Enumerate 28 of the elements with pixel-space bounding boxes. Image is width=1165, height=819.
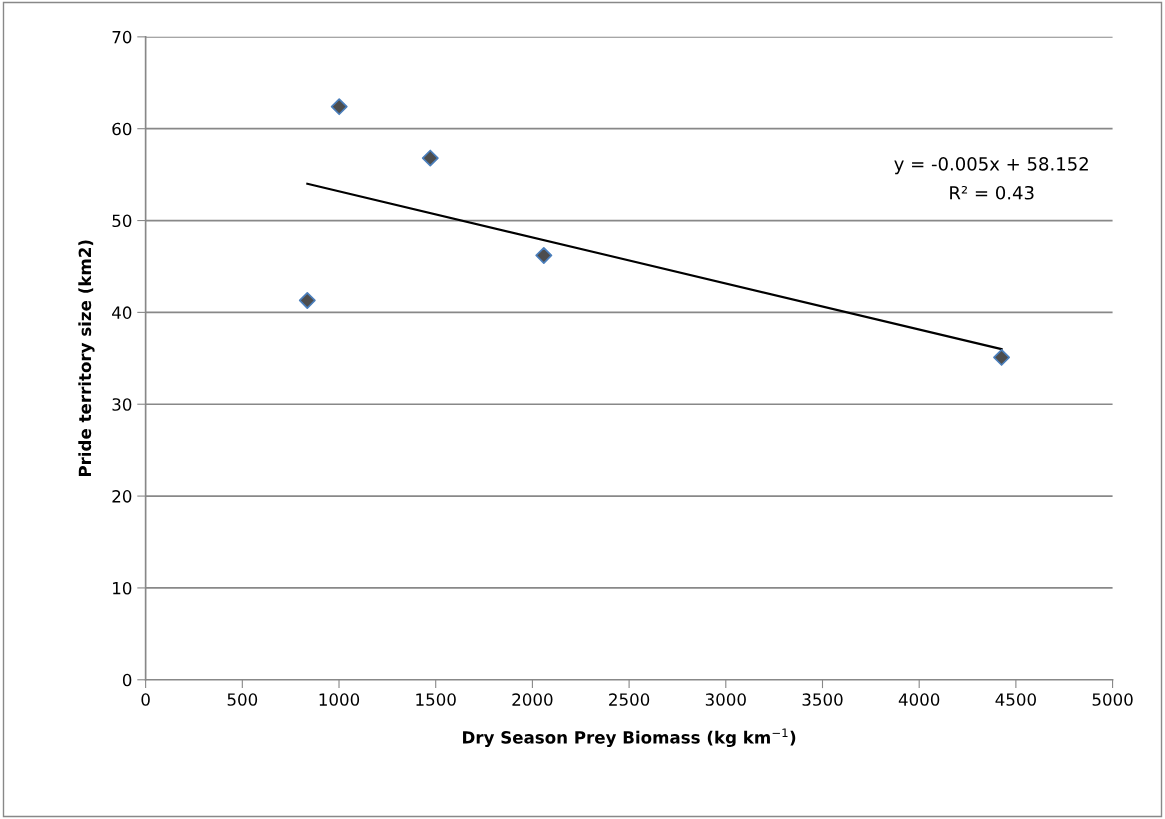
y-tick-label: 50 bbox=[112, 214, 132, 228]
x-tick-label: 0 bbox=[141, 693, 150, 706]
x-tick-label: 3500 bbox=[802, 693, 843, 706]
point bbox=[298, 292, 316, 309]
x-tick-label: 1000 bbox=[319, 693, 360, 706]
y-tick-label: 60 bbox=[112, 122, 132, 136]
x-tick-label: 5000 bbox=[1092, 693, 1133, 706]
x-tick-label: 3000 bbox=[705, 693, 746, 706]
x-tick-label: 2500 bbox=[609, 693, 650, 706]
point bbox=[993, 348, 1011, 366]
x-tick-label: 4000 bbox=[898, 693, 940, 706]
point bbox=[535, 247, 553, 264]
y-tick-label: 70 bbox=[112, 30, 132, 44]
y-tick-label: 40 bbox=[112, 306, 132, 319]
y-tick-label: 30 bbox=[112, 398, 132, 411]
annotation: y = -0.005x + 58.152 bbox=[894, 157, 1088, 175]
point bbox=[330, 98, 348, 116]
point bbox=[421, 149, 439, 167]
x-tick-label: 4500 bbox=[995, 693, 1036, 706]
annotation: R² = 0.43 bbox=[950, 185, 1034, 200]
x-axis-title: Dry Season Prey Biomass (kg km$^{−1}$) bbox=[463, 728, 796, 748]
y-tick-label: 0 bbox=[122, 673, 132, 687]
y-axis-title: Pride territory size (km2) bbox=[78, 240, 95, 477]
x-tick-label: 2000 bbox=[512, 693, 553, 706]
y-tick-label: 10 bbox=[113, 581, 132, 595]
y-tick-label: 20 bbox=[112, 490, 132, 503]
x-tick-label: 500 bbox=[227, 693, 258, 706]
x-tick-label: 1500 bbox=[416, 693, 456, 706]
